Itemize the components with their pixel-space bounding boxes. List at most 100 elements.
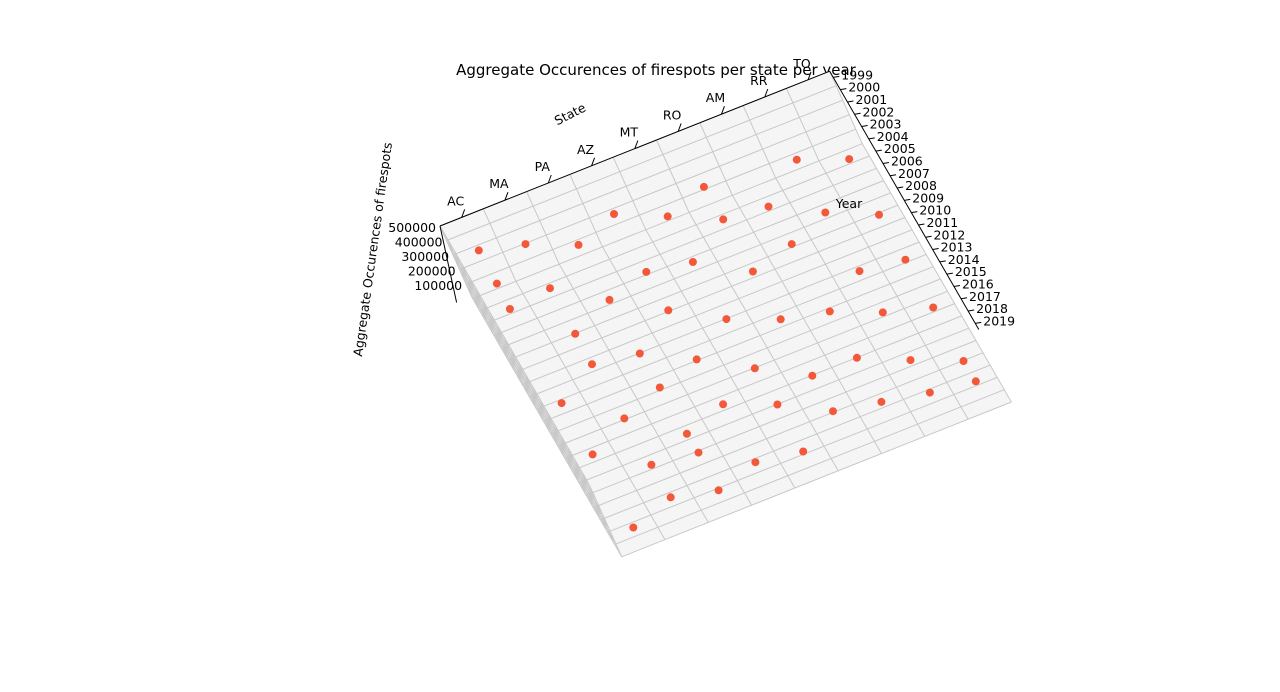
y-tick-label: 2012: [934, 227, 966, 242]
floor-gridline: [550, 278, 941, 435]
data-point: [792, 155, 801, 164]
data-point: [610, 210, 618, 218]
floor-gridline: [614, 389, 1005, 545]
floor-gridline: [775, 177, 926, 437]
data-point: [620, 414, 629, 423]
x-tick-label: RR: [750, 73, 768, 88]
data-point: [821, 208, 830, 217]
floor-gridline: [515, 217, 906, 373]
tick-labels: ACMAPAAZMTROAMRRTO1999200020012002200320…: [388, 56, 1015, 329]
grid-lines: [439, 70, 1012, 558]
data-point: [682, 429, 691, 438]
x-tick-mark: [591, 157, 596, 166]
data-point: [635, 349, 644, 358]
data-point: [714, 486, 723, 495]
y-tick-mark: [968, 309, 975, 312]
y-tick-mark: [840, 88, 847, 91]
floor-gridline: [645, 229, 796, 489]
floor-gridline: [593, 352, 984, 509]
floor-gridline: [688, 212, 839, 472]
y-tick-mark: [925, 235, 932, 238]
data-point: [845, 155, 854, 164]
y-tick-mark: [911, 211, 918, 214]
x-tick-mark: [764, 88, 769, 98]
y-tick-label: 2013: [941, 240, 973, 255]
data-point: [925, 388, 934, 397]
axis-lines: [439, 70, 982, 330]
z-tick-label: 200000: [408, 264, 456, 279]
y-tick-mark: [875, 149, 882, 152]
floor-gridline: [522, 229, 913, 386]
data-point: [901, 255, 910, 264]
x-tick-mark: [547, 174, 552, 184]
data-point: [776, 315, 785, 324]
y-tick-label: 2018: [976, 301, 1008, 316]
data-point: [629, 523, 638, 532]
x-tick-label: PA: [535, 159, 551, 174]
x-tick-mark: [504, 192, 509, 201]
y-tick-mark: [946, 272, 953, 275]
data-point: [588, 450, 597, 459]
floor-gridline: [472, 298, 623, 558]
y-axis-label: Year: [835, 196, 863, 211]
data-point: [647, 460, 656, 469]
y-tick-mark: [861, 125, 868, 128]
x-axis-label: State: [552, 100, 589, 129]
y-tick-mark: [889, 174, 897, 177]
floor-gridline: [558, 263, 709, 523]
data-point: [505, 305, 514, 313]
back-gridline: [569, 174, 603, 248]
data-point: [719, 400, 728, 409]
floor-gridline: [602, 246, 753, 506]
data-point: [655, 383, 664, 392]
back-gridline: [699, 122, 733, 196]
data-point: [799, 447, 808, 456]
floor-gridline: [493, 180, 884, 336]
axis-panes: [440, 71, 1012, 557]
data-point: [878, 308, 887, 317]
floor-gridline: [500, 192, 891, 349]
data-point: [748, 267, 757, 276]
z-axis-line: [439, 225, 458, 303]
x-tick-label: MA: [489, 176, 509, 191]
side-gridline: [439, 225, 590, 485]
x-tick-mark: [634, 140, 639, 149]
floor-gridline: [486, 167, 877, 324]
floor-gridline: [731, 195, 882, 454]
floor-gridline: [621, 401, 1012, 558]
y-tick-label: 2019: [983, 313, 1015, 328]
data-point: [751, 458, 760, 467]
x-tick-mark: [677, 123, 682, 132]
x-tick-mark: [720, 106, 725, 115]
y-tick-label: 2010: [919, 203, 951, 218]
x-tick-label: AZ: [577, 142, 594, 157]
y-tick-label: 2000: [848, 80, 880, 95]
back-gridline: [656, 139, 690, 213]
floor-gridline: [818, 160, 969, 420]
y-tick-label: 1999: [841, 67, 873, 82]
back-gridline: [482, 208, 517, 282]
x-tick-label: RO: [663, 107, 682, 122]
z-tick-label: 100000: [414, 278, 462, 293]
z-axis-label: Aggregate Occurences of firespots: [350, 141, 395, 357]
y-tick-mark: [960, 297, 968, 300]
data-point: [929, 303, 938, 312]
y-tick-mark: [854, 112, 861, 115]
data-point: [808, 371, 817, 380]
floor-gridline: [571, 315, 962, 472]
back-gridline: [465, 128, 856, 285]
y-tick-mark: [868, 137, 875, 140]
x-tick-label: AC: [447, 193, 464, 208]
back-pane: [440, 71, 863, 299]
y-tick-label: 2015: [955, 264, 987, 279]
x-tick-label: MT: [620, 125, 639, 140]
data-point: [787, 240, 796, 249]
x-tick-label: TO: [792, 56, 811, 71]
back-gridline: [742, 105, 777, 179]
y-tick-mark: [975, 321, 982, 324]
data-point: [492, 279, 501, 288]
y-tick-label: 2016: [962, 276, 994, 291]
data-point: [664, 306, 673, 315]
back-gridline: [612, 156, 647, 230]
data-point: [877, 397, 886, 406]
